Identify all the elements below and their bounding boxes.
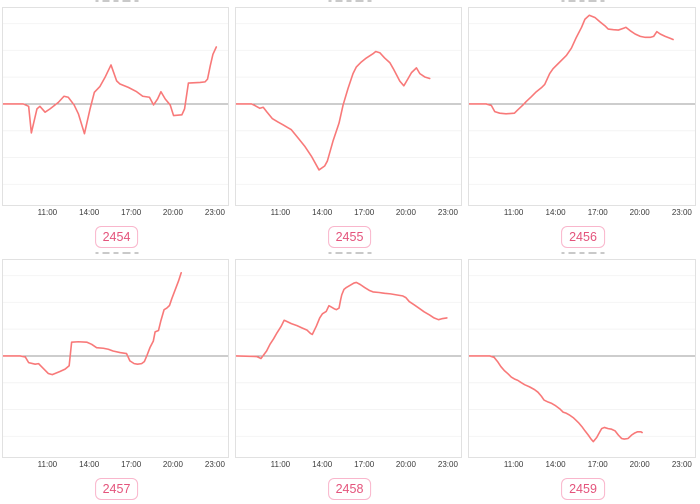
x-axis: 11:00 14:00 17:00 20:00 23:00 [235,460,462,472]
x-tick-label: 23:00 [437,460,458,469]
x-tick-label: 14:00 [545,460,566,469]
x-tick-label: 17:00 [587,460,608,469]
chart-canvas[interactable] [468,7,696,206]
data-series-line [3,47,216,134]
x-tick-label: 14:00 [312,208,333,217]
chart-cell: 11:00 14:00 17:00 20:00 23:00 2457 [0,252,233,504]
chart-cell: 11:00 14:00 17:00 20:00 23:00 2454 [0,0,233,252]
x-axis: 11:00 14:00 17:00 20:00 23:00 [2,208,229,220]
x-tick-label: 17:00 [354,460,375,469]
x-tick-label: 14:00 [545,208,566,217]
chart-cell: 11:00 14:00 17:00 20:00 23:00 2455 [233,0,466,252]
clipped-chart-title [328,0,371,2]
x-tick-label: 23:00 [204,208,225,217]
clipped-chart-title [95,0,138,2]
x-tick-label: 11:00 [37,208,58,217]
chart-canvas[interactable] [468,259,696,458]
x-axis: 11:00 14:00 17:00 20:00 23:00 [468,208,696,220]
chart-canvas[interactable] [2,259,229,458]
chart-canvas[interactable] [235,7,462,206]
data-series-line [236,282,447,358]
x-tick-label: 23:00 [671,460,692,469]
line-chart-svg [3,260,228,457]
x-tick-label: 20:00 [395,208,416,217]
chart-cell: 11:00 14:00 17:00 20:00 23:00 2458 [233,252,466,504]
line-chart-svg [236,260,461,457]
chart-id-badge[interactable]: 2456 [561,226,605,248]
x-axis: 11:00 14:00 17:00 20:00 23:00 [2,460,229,472]
chart-id-badge[interactable]: 2459 [561,478,605,500]
chart-cell: 11:00 14:00 17:00 20:00 23:00 2456 [466,0,700,252]
x-tick-label: 23:00 [204,460,225,469]
x-tick-label: 20:00 [395,460,416,469]
line-chart-svg [3,8,228,205]
x-tick-label: 17:00 [121,460,142,469]
clipped-chart-title [561,252,605,254]
chart-canvas[interactable] [2,7,229,206]
x-tick-label: 11:00 [270,208,291,217]
x-tick-label: 17:00 [354,208,375,217]
x-tick-label: 23:00 [671,208,692,217]
line-chart-svg [469,260,695,457]
x-tick-label: 20:00 [162,460,183,469]
x-tick-label: 14:00 [79,208,100,217]
x-axis: 11:00 14:00 17:00 20:00 23:00 [468,460,696,472]
clipped-chart-title [561,0,605,2]
chart-id-badge[interactable]: 2458 [327,478,372,500]
clipped-chart-title [328,252,371,254]
x-tick-label: 20:00 [629,460,650,469]
x-tick-label: 17:00 [121,208,142,217]
line-chart-svg [236,8,461,205]
x-axis: 11:00 14:00 17:00 20:00 23:00 [235,208,462,220]
clipped-chart-title [95,252,138,254]
x-tick-label: 14:00 [312,460,333,469]
x-tick-label: 20:00 [162,208,183,217]
data-series-line [469,356,642,442]
data-series-line [469,15,673,114]
line-chart-svg [469,8,695,205]
data-series-line [3,273,181,375]
x-tick-label: 17:00 [587,208,608,217]
chart-id-badge[interactable]: 2457 [94,478,139,500]
x-tick-label: 11:00 [503,460,524,469]
chart-cell: 11:00 14:00 17:00 20:00 23:00 2459 [466,252,700,504]
x-tick-label: 20:00 [629,208,650,217]
chart-id-badge[interactable]: 2455 [327,226,372,248]
x-tick-label: 11:00 [270,460,291,469]
chart-canvas[interactable] [235,259,462,458]
x-tick-label: 11:00 [503,208,524,217]
x-tick-label: 11:00 [37,460,58,469]
x-tick-label: 14:00 [79,460,100,469]
x-tick-label: 23:00 [437,208,458,217]
data-series-line [236,52,430,170]
chart-id-badge[interactable]: 2454 [94,226,139,248]
